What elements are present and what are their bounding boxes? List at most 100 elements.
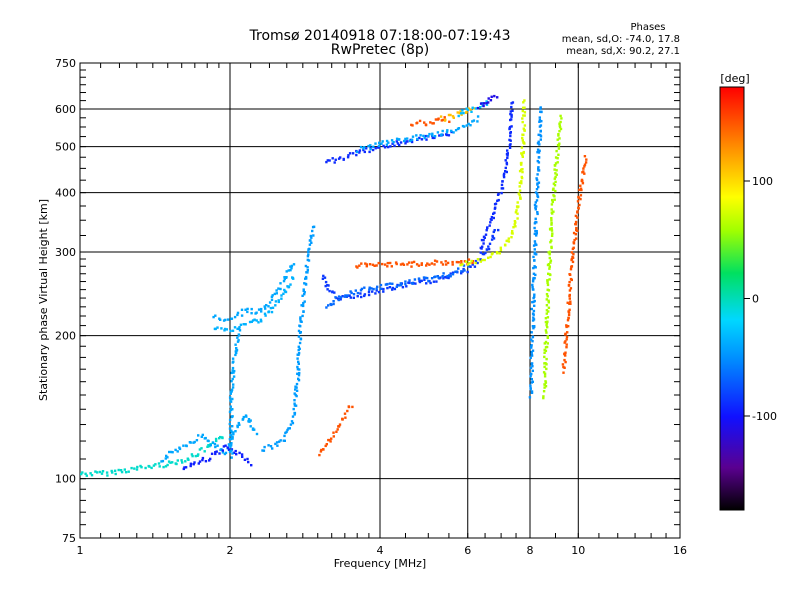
data-point bbox=[346, 294, 349, 297]
data-point bbox=[275, 441, 279, 444]
data-point bbox=[529, 356, 532, 360]
data-point bbox=[231, 435, 234, 439]
data-point bbox=[229, 400, 233, 403]
data-point bbox=[522, 106, 525, 109]
data-point bbox=[363, 293, 367, 296]
data-point bbox=[235, 349, 238, 352]
data-point bbox=[269, 445, 273, 448]
data-point bbox=[532, 272, 536, 275]
data-point bbox=[369, 144, 372, 147]
data-point bbox=[360, 262, 363, 265]
data-point bbox=[572, 241, 575, 244]
data-point bbox=[564, 333, 567, 336]
data-point bbox=[240, 314, 244, 317]
data-point bbox=[571, 255, 574, 259]
data-point bbox=[467, 107, 470, 110]
data-point bbox=[321, 277, 325, 280]
data-point bbox=[577, 207, 580, 210]
data-point bbox=[464, 111, 468, 114]
data-point bbox=[518, 193, 521, 197]
data-point bbox=[297, 352, 301, 355]
data-point bbox=[100, 472, 104, 475]
data-point bbox=[394, 261, 398, 264]
data-point bbox=[531, 335, 535, 339]
data-point bbox=[530, 362, 534, 365]
data-point bbox=[410, 261, 414, 264]
data-point bbox=[176, 450, 179, 453]
data-point bbox=[289, 265, 292, 268]
data-point bbox=[326, 159, 329, 162]
data-point bbox=[543, 348, 546, 352]
data-point bbox=[385, 139, 389, 143]
data-point bbox=[310, 236, 313, 239]
data-point bbox=[459, 110, 462, 113]
data-point bbox=[402, 263, 406, 266]
data-point bbox=[533, 251, 536, 254]
data-point bbox=[249, 425, 252, 428]
data-point bbox=[234, 430, 237, 433]
data-point bbox=[523, 106, 526, 109]
data-point bbox=[548, 265, 551, 268]
data-point bbox=[530, 344, 533, 347]
data-point bbox=[277, 287, 280, 290]
data-point bbox=[518, 185, 521, 188]
data-point bbox=[174, 448, 177, 452]
data-point bbox=[297, 329, 301, 333]
data-point bbox=[184, 460, 187, 463]
data-point bbox=[297, 348, 300, 352]
data-point bbox=[497, 228, 500, 232]
data-point bbox=[113, 469, 117, 472]
data-point bbox=[428, 132, 431, 136]
data-point bbox=[509, 112, 512, 116]
y-tick-label: 75 bbox=[62, 532, 76, 545]
data-point bbox=[290, 420, 294, 423]
data-point bbox=[547, 310, 550, 313]
data-point bbox=[282, 279, 286, 283]
data-point bbox=[265, 304, 268, 307]
data-point bbox=[231, 357, 235, 360]
data-point bbox=[297, 345, 300, 348]
data-point bbox=[545, 324, 548, 327]
data-point bbox=[318, 453, 321, 457]
x-tick-label: 4 bbox=[377, 544, 384, 557]
data-point bbox=[231, 425, 234, 428]
data-point bbox=[482, 242, 485, 245]
data-point bbox=[410, 140, 414, 144]
data-point bbox=[287, 427, 290, 430]
data-point bbox=[242, 415, 245, 419]
data-point bbox=[119, 469, 123, 472]
data-point bbox=[446, 129, 449, 132]
data-point bbox=[490, 95, 493, 98]
data-point bbox=[375, 289, 378, 292]
data-point bbox=[535, 230, 538, 233]
data-point bbox=[215, 439, 218, 443]
data-point bbox=[474, 259, 478, 263]
data-point bbox=[374, 142, 377, 145]
data-point bbox=[279, 282, 282, 285]
data-point bbox=[532, 309, 536, 313]
data-point bbox=[429, 121, 432, 124]
data-point bbox=[298, 371, 301, 375]
data-point bbox=[274, 442, 277, 446]
data-point bbox=[228, 418, 232, 422]
data-point bbox=[550, 229, 554, 232]
data-point bbox=[569, 268, 573, 271]
data-point bbox=[489, 218, 493, 221]
data-point bbox=[247, 460, 250, 464]
data-point bbox=[335, 430, 338, 433]
data-point bbox=[414, 282, 417, 285]
data-point bbox=[413, 278, 417, 281]
data-point bbox=[332, 302, 335, 306]
data-point bbox=[240, 308, 244, 311]
data-point bbox=[548, 256, 551, 260]
data-point bbox=[534, 229, 537, 233]
data-point bbox=[476, 115, 480, 118]
data-point bbox=[237, 421, 240, 425]
data-point bbox=[363, 150, 366, 154]
data-point bbox=[528, 396, 532, 399]
data-point bbox=[523, 111, 527, 114]
data-point bbox=[505, 170, 508, 174]
data-point bbox=[533, 304, 536, 307]
x-axis-ticks: 1 2 4 6 8 10 16 bbox=[77, 63, 687, 557]
data-point bbox=[434, 118, 438, 121]
